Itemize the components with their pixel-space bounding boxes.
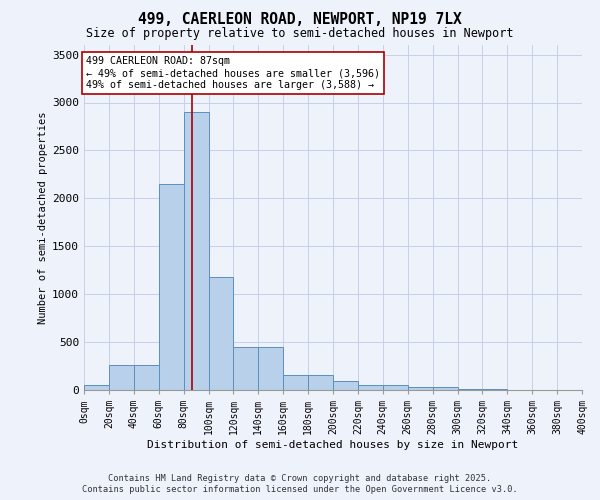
Bar <box>233 347 259 390</box>
Bar <box>383 385 408 390</box>
Bar <box>333 381 358 390</box>
Bar <box>209 277 233 390</box>
Bar <box>184 112 209 390</box>
Text: 499, CAERLEON ROAD, NEWPORT, NP19 7LX: 499, CAERLEON ROAD, NEWPORT, NP19 7LX <box>138 12 462 28</box>
Bar <box>482 389 508 390</box>
Bar <box>134 365 159 390</box>
Bar <box>458 389 482 390</box>
Bar <box>259 347 283 390</box>
Y-axis label: Number of semi-detached properties: Number of semi-detached properties <box>38 112 48 324</box>
Bar <box>109 365 134 390</box>
Text: 499 CAERLEON ROAD: 87sqm
← 49% of semi-detached houses are smaller (3,596)
49% o: 499 CAERLEON ROAD: 87sqm ← 49% of semi-d… <box>86 56 380 90</box>
Text: Contains HM Land Registry data © Crown copyright and database right 2025.
Contai: Contains HM Land Registry data © Crown c… <box>82 474 518 494</box>
Bar <box>84 385 109 390</box>
Bar <box>159 184 184 390</box>
Text: Size of property relative to semi-detached houses in Newport: Size of property relative to semi-detach… <box>86 28 514 40</box>
Bar <box>283 374 308 390</box>
Bar <box>308 374 333 390</box>
X-axis label: Distribution of semi-detached houses by size in Newport: Distribution of semi-detached houses by … <box>148 440 518 450</box>
Bar <box>433 387 458 390</box>
Bar <box>358 385 383 390</box>
Bar <box>408 387 433 390</box>
